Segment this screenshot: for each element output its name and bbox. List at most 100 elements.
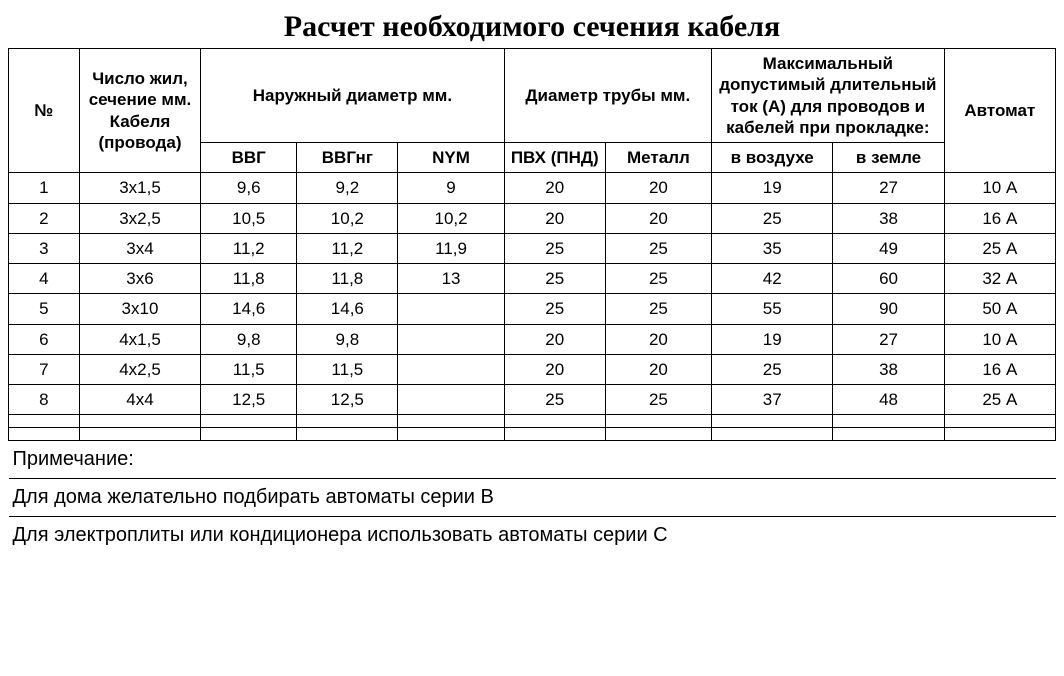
col-spec: Число жил, сечение мм. Кабеля (провода) — [79, 49, 200, 173]
spacer-cell — [944, 428, 1055, 441]
cell-ground: 90 — [833, 294, 944, 324]
spacer-cell — [79, 415, 200, 428]
note-line: Для дома желательно подбирать автоматы с… — [9, 479, 1056, 517]
cell-n: 4 — [9, 264, 80, 294]
cell-nym — [398, 385, 504, 415]
cell-air: 19 — [712, 324, 833, 354]
cell-metal: 20 — [605, 354, 711, 384]
col-breaker: Автомат — [944, 49, 1055, 173]
cell-breaker: 32 А — [944, 264, 1055, 294]
cell-vvg: 9,8 — [201, 324, 297, 354]
spacer-row — [9, 415, 1056, 428]
cell-breaker: 25 А — [944, 385, 1055, 415]
cell-n: 2 — [9, 203, 80, 233]
cell-ground: 48 — [833, 385, 944, 415]
cell-metal: 25 — [605, 233, 711, 263]
spacer-cell — [398, 415, 504, 428]
cell-breaker: 16 А — [944, 203, 1055, 233]
cell-nym: 10,2 — [398, 203, 504, 233]
cell-breaker: 50 А — [944, 294, 1055, 324]
cell-vvg: 12,5 — [201, 385, 297, 415]
cell-n: 6 — [9, 324, 80, 354]
cell-pvh: 25 — [504, 385, 605, 415]
cell-pvh: 25 — [504, 233, 605, 263]
table-row: 74x2,511,511,52020253816 А — [9, 354, 1056, 384]
col-max-current: Максимальный допустимый длительный ток (… — [712, 49, 945, 143]
cell-n: 7 — [9, 354, 80, 384]
cell-spec: 3x1,5 — [79, 173, 200, 203]
col-ground: в земле — [833, 143, 944, 173]
cell-vvgng: 11,8 — [297, 264, 398, 294]
cell-breaker: 25 А — [944, 233, 1055, 263]
cell-n: 5 — [9, 294, 80, 324]
spacer-cell — [605, 415, 711, 428]
col-vvg: ВВГ — [201, 143, 297, 173]
note-line: Для электроплиты или кондиционера исполь… — [9, 517, 1056, 555]
table-row: 23x2,510,510,210,22020253816 А — [9, 203, 1056, 233]
cell-vvgng: 14,6 — [297, 294, 398, 324]
cell-spec: 4x2,5 — [79, 354, 200, 384]
col-air: в воздухе — [712, 143, 833, 173]
cell-metal: 25 — [605, 385, 711, 415]
col-vvgng: ВВГнг — [297, 143, 398, 173]
cell-metal: 20 — [605, 173, 711, 203]
cable-table: № Число жил, сечение мм. Кабеля (провода… — [8, 48, 1056, 554]
spacer-cell — [9, 428, 80, 441]
cell-vvgng: 9,8 — [297, 324, 398, 354]
cell-spec: 4x1,5 — [79, 324, 200, 354]
spacer-cell — [9, 415, 80, 428]
spacer-cell — [201, 428, 297, 441]
cell-air: 37 — [712, 385, 833, 415]
table-row: 84x412,512,52525374825 А — [9, 385, 1056, 415]
cell-breaker: 10 А — [944, 173, 1055, 203]
spacer-cell — [201, 415, 297, 428]
table-row: 33x411,211,211,92525354925 А — [9, 233, 1056, 263]
cell-pvh: 20 — [504, 203, 605, 233]
cell-spec: 3x6 — [79, 264, 200, 294]
cell-pvh: 25 — [504, 294, 605, 324]
spacer-cell — [297, 415, 398, 428]
cell-air: 42 — [712, 264, 833, 294]
cell-vvg: 11,8 — [201, 264, 297, 294]
spacer-cell — [712, 428, 833, 441]
spacer-cell — [398, 428, 504, 441]
spacer-cell — [712, 415, 833, 428]
cell-metal: 25 — [605, 264, 711, 294]
spacer-cell — [504, 428, 605, 441]
cell-nym — [398, 354, 504, 384]
spacer-cell — [605, 428, 711, 441]
spacer-cell — [833, 428, 944, 441]
cell-vvg: 11,5 — [201, 354, 297, 384]
cell-vvgng: 11,2 — [297, 233, 398, 263]
cell-n: 8 — [9, 385, 80, 415]
cell-ground: 27 — [833, 324, 944, 354]
cell-pvh: 20 — [504, 324, 605, 354]
col-pipe-dia: Диаметр трубы мм. — [504, 49, 711, 143]
cell-ground: 49 — [833, 233, 944, 263]
cell-ground: 38 — [833, 203, 944, 233]
cell-air: 25 — [712, 203, 833, 233]
spacer-cell — [79, 428, 200, 441]
spacer-cell — [833, 415, 944, 428]
cell-ground: 27 — [833, 173, 944, 203]
cell-spec: 3x4 — [79, 233, 200, 263]
spacer-cell — [297, 428, 398, 441]
cell-nym: 11,9 — [398, 233, 504, 263]
cell-vvgng: 9,2 — [297, 173, 398, 203]
cell-vvg: 11,2 — [201, 233, 297, 263]
table-row: 53x1014,614,62525559050 А — [9, 294, 1056, 324]
table-row: 13x1,59,69,292020192710 А — [9, 173, 1056, 203]
cell-air: 25 — [712, 354, 833, 384]
table-body: 13x1,59,69,292020192710 А23x2,510,510,21… — [9, 173, 1056, 441]
col-metal: Металл — [605, 143, 711, 173]
cell-n: 3 — [9, 233, 80, 263]
col-pvh: ПВХ (ПНД) — [504, 143, 605, 173]
cell-vvg: 14,6 — [201, 294, 297, 324]
spacer-row — [9, 428, 1056, 441]
cell-spec: 3x2,5 — [79, 203, 200, 233]
cell-nym — [398, 294, 504, 324]
cell-vvgng: 11,5 — [297, 354, 398, 384]
table-footer: Примечание: Для дома желательно подбират… — [9, 441, 1056, 555]
table-row: 64x1,59,89,82020192710 А — [9, 324, 1056, 354]
cell-nym: 9 — [398, 173, 504, 203]
